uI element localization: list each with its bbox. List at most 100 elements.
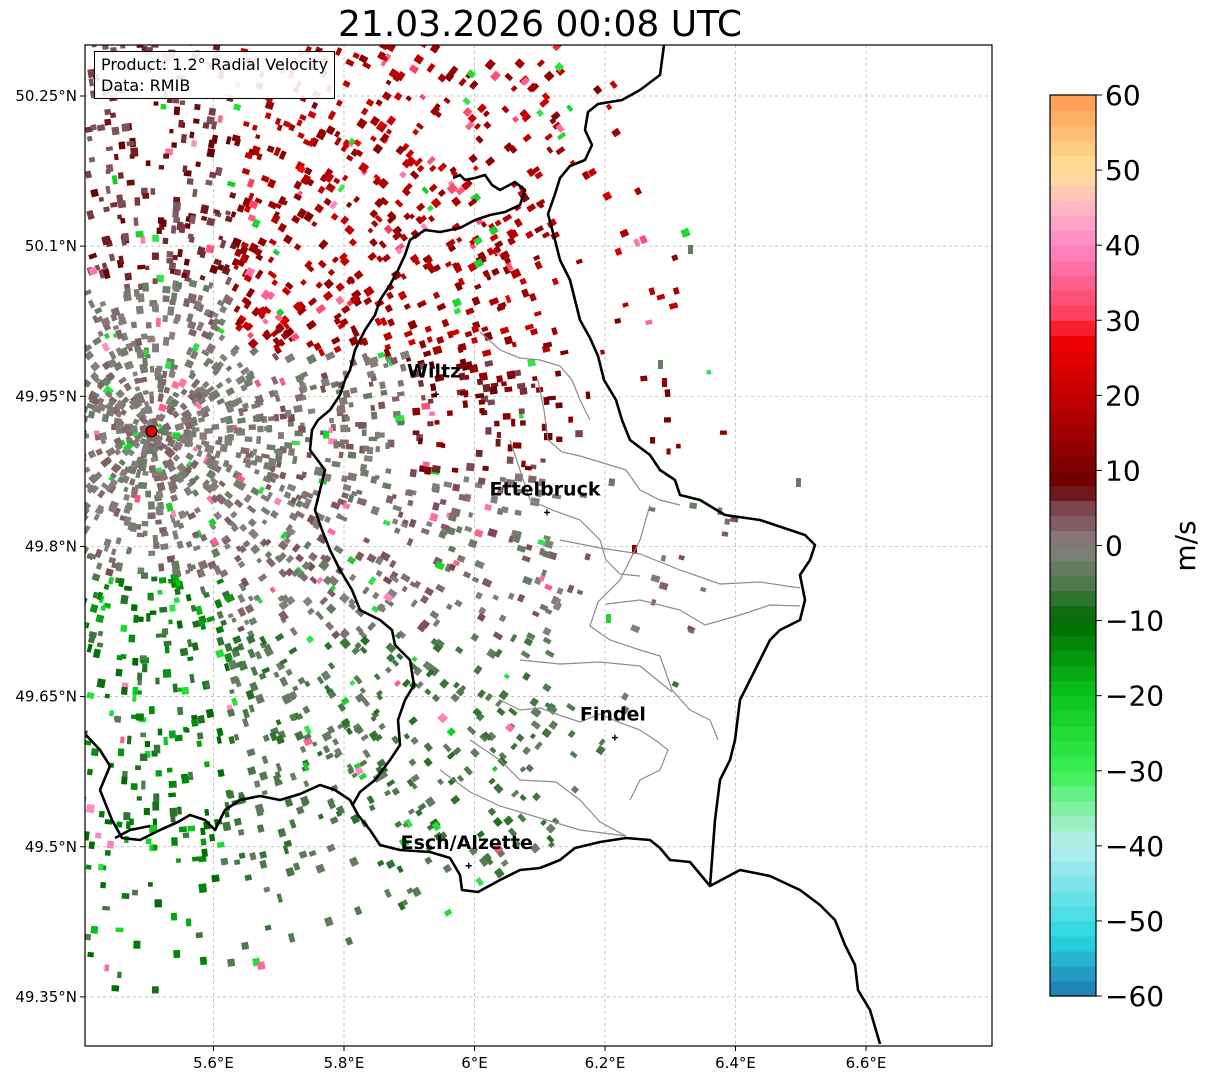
echo-pixel: [111, 175, 118, 185]
echo-pixel: [176, 476, 185, 484]
echo-pixel: [163, 153, 170, 159]
echo-pixel: [410, 229, 421, 240]
echo-pixel: [351, 490, 358, 497]
echo-pixel: [542, 626, 552, 637]
echo-pixel: [434, 103, 441, 110]
echo-pixel: [370, 404, 376, 412]
echo-pixel: [488, 777, 496, 785]
echo-pixel: [335, 282, 345, 292]
echo-pixel: [109, 201, 118, 208]
echo-pixel: [273, 497, 282, 506]
echo-pixel: [448, 65, 459, 76]
echo-pixel: [411, 783, 418, 790]
echo-pixel: [217, 769, 225, 778]
echo-pixel: [259, 635, 268, 646]
echo-pixel: [385, 79, 392, 86]
echo-pixel: [162, 285, 171, 294]
echo-pixel: [163, 640, 172, 647]
colorbar-segment: [1050, 740, 1096, 757]
echo-pixel: [348, 598, 356, 606]
echo-pixel: [404, 489, 414, 497]
echo-pixel: [531, 610, 540, 618]
echo-pixel: [463, 765, 473, 776]
echo-pixel: [214, 166, 223, 177]
echo-pixel: [497, 486, 504, 494]
echo-pixel: [229, 510, 238, 519]
echo-pixel: [280, 531, 288, 540]
colorbar-segment: [1050, 560, 1096, 577]
echo-pixel: [534, 225, 544, 234]
colorbar-tick-label: −50: [1105, 905, 1164, 938]
echo-pixel: [274, 117, 282, 126]
echo-pixel: [172, 286, 181, 293]
echo-pixel: [331, 256, 340, 264]
colorbar-tick-label: −10: [1105, 605, 1164, 638]
echo-pixel: [289, 691, 298, 699]
echo-pixel: [274, 632, 285, 642]
echo-pixel: [319, 554, 330, 563]
echo-pixel: [133, 377, 141, 385]
echo-pixel: [413, 54, 425, 65]
echo-pixel: [236, 361, 244, 369]
echo-pixel: [425, 668, 435, 678]
echo-pixel: [161, 628, 169, 636]
echo-pixel: [243, 274, 253, 283]
echo-pixel: [370, 135, 377, 142]
echo-pixel: [105, 163, 114, 173]
echo-pixel: [353, 298, 363, 307]
echo-pixel: [196, 321, 205, 332]
echo-pixel: [174, 734, 183, 742]
echo-pixel: [470, 633, 480, 642]
echo-pixel: [239, 523, 248, 533]
echo-pixel: [796, 478, 801, 487]
echo-pixel: [140, 572, 149, 579]
echo-pixel: [375, 99, 383, 107]
echo-pixel: [173, 473, 181, 481]
echo-pixel: [649, 437, 656, 444]
echo-pixel: [248, 617, 258, 626]
echo-pixel: [225, 387, 236, 397]
echo-pixel: [208, 518, 217, 527]
echo-pixel: [513, 217, 523, 228]
echo-pixel: [211, 423, 220, 431]
echo-pixel: [289, 818, 297, 829]
echo-pixel: [182, 165, 188, 173]
echo-pixel: [231, 697, 239, 707]
echo-pixel: [406, 887, 414, 895]
echo-pixel: [323, 197, 332, 206]
echo-pixel: [137, 616, 144, 622]
echo-pixel: [99, 432, 108, 441]
echo-pixel: [534, 171, 544, 180]
echo-pixel: [301, 561, 311, 571]
echo-pixel: [170, 225, 177, 234]
echo-pixel: [285, 523, 293, 533]
echo-pixel: [90, 925, 99, 934]
echo-pixel: [95, 614, 105, 624]
echo-pixel: [244, 603, 255, 614]
echo-pixel: [148, 550, 156, 557]
echo-pixel: [339, 637, 352, 650]
echo-pixel: [411, 656, 418, 663]
echo-pixel: [114, 442, 123, 451]
colorbar-tick-label: 30: [1105, 304, 1141, 337]
echo-pixel: [148, 501, 155, 510]
echo-pixel: [154, 438, 163, 447]
echo-pixel: [189, 564, 197, 571]
echo-pixel: [200, 439, 207, 446]
echo-pixel: [171, 560, 181, 571]
echo-pixel: [478, 606, 487, 615]
echo-pixel: [356, 117, 368, 130]
echo-pixel: [170, 509, 177, 518]
echo-pixel: [410, 773, 420, 783]
echo-pixel: [191, 342, 200, 353]
echo-pixel: [412, 430, 420, 436]
echo-pixel: [136, 349, 145, 359]
colorbar-segment: [1050, 380, 1096, 396]
echo-pixel: [161, 459, 170, 469]
echo-pixel: [275, 323, 285, 334]
echo-pixel: [439, 678, 450, 689]
echo-pixel: [443, 97, 451, 105]
colorbar-segment: [1050, 215, 1096, 231]
echo-pixel: [154, 899, 162, 908]
echo-pixel: [126, 360, 135, 370]
